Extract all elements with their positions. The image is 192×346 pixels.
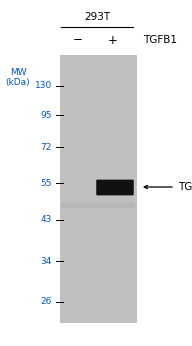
- Text: TGFB1: TGFB1: [143, 35, 177, 45]
- Text: 72: 72: [41, 143, 52, 152]
- FancyBboxPatch shape: [96, 180, 134, 195]
- Text: −: −: [73, 34, 83, 46]
- Text: +: +: [108, 34, 118, 46]
- Bar: [60, 55, 136, 322]
- Text: 43: 43: [41, 216, 52, 225]
- Text: 130: 130: [35, 82, 52, 91]
- Text: 95: 95: [41, 110, 52, 119]
- Bar: [61, 202, 135, 208]
- Text: TGF beta 1: TGF beta 1: [178, 182, 192, 192]
- Text: 26: 26: [41, 298, 52, 307]
- Text: 293T: 293T: [84, 12, 110, 22]
- Text: 55: 55: [41, 179, 52, 188]
- Text: 34: 34: [41, 256, 52, 265]
- Text: MW
(kDa): MW (kDa): [6, 68, 30, 88]
